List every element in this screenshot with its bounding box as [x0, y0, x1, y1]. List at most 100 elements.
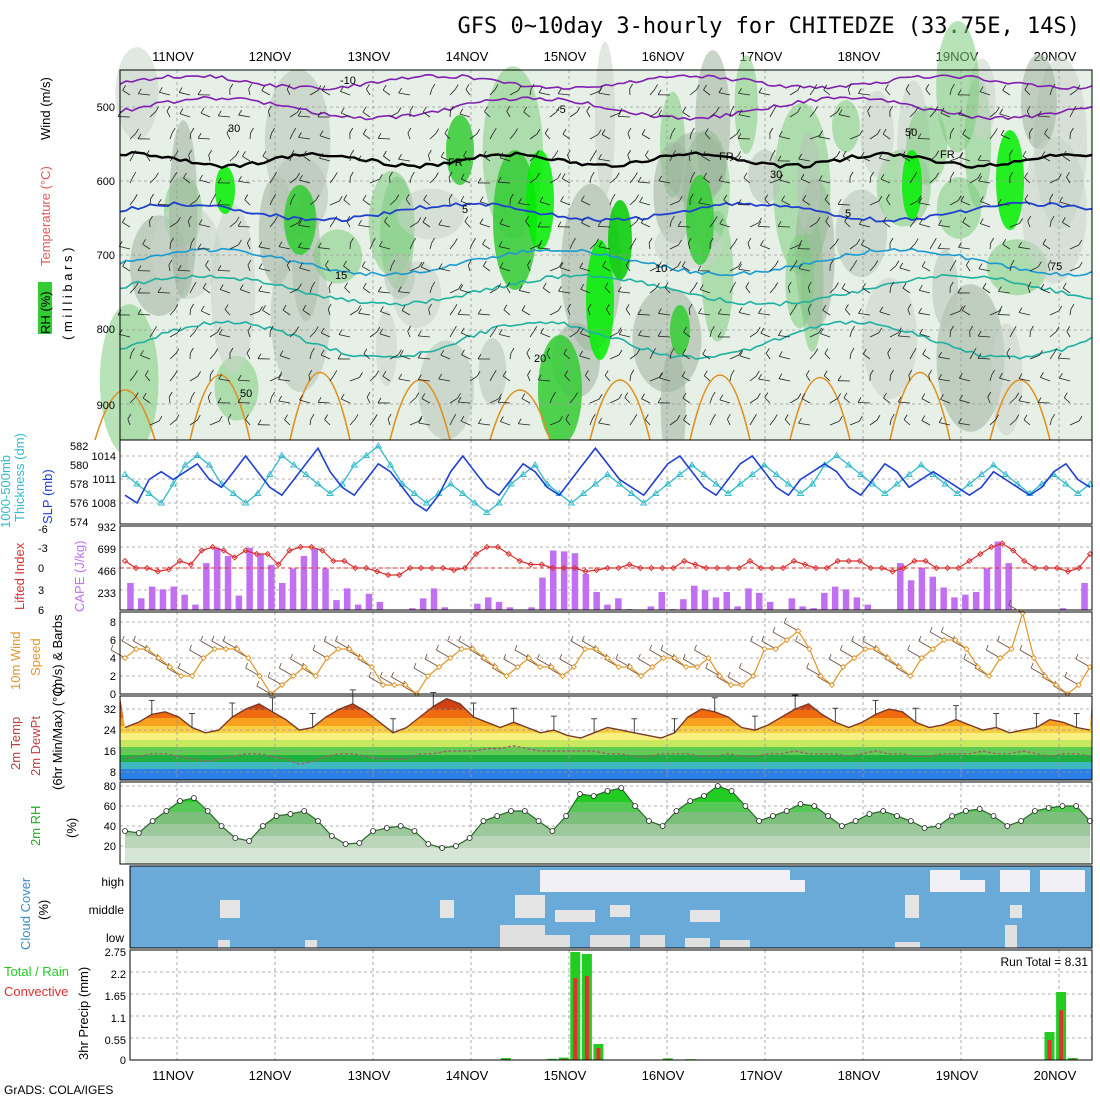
wind-barb-flag	[637, 176, 642, 183]
wind-barb	[969, 178, 979, 184]
lifted-index-point	[461, 564, 469, 572]
wind-barb-flag	[1044, 128, 1048, 134]
temp-band	[120, 769, 1092, 780]
wind10-markers	[121, 609, 1094, 698]
wind-barb	[989, 111, 997, 118]
wind-barb	[918, 202, 931, 206]
wind-barb	[142, 397, 151, 404]
wind-barb-flag	[438, 219, 443, 226]
wind-barb	[1064, 397, 1071, 404]
wind10-point	[323, 654, 331, 662]
wind-barb	[389, 264, 393, 272]
wind-barb	[738, 268, 751, 272]
wind-barb-flag	[134, 392, 139, 398]
wind-barb-flag	[1018, 241, 1022, 248]
wind-barb	[829, 287, 836, 294]
thickness-point	[796, 489, 805, 496]
wind10-point	[615, 663, 622, 671]
wind-barb-flag	[695, 84, 700, 91]
wind-barb-flag	[1058, 173, 1062, 179]
wind10-barb-flag	[806, 662, 810, 669]
wind10-tick: 6	[110, 635, 116, 647]
wind-barb	[989, 310, 1000, 316]
wind-barb	[349, 419, 356, 426]
wind-barb-flag	[1024, 84, 1029, 90]
lifted-index-point	[900, 564, 907, 572]
wind-barb	[459, 113, 471, 118]
wind-barb-flag	[656, 282, 660, 289]
wind-barb-flag	[957, 287, 962, 294]
wind-barb-flag	[629, 83, 633, 90]
wind-barb-flag	[605, 304, 610, 310]
cape-bar	[571, 553, 579, 610]
wind-barb-flag	[168, 391, 173, 398]
wind-barb	[559, 267, 571, 272]
wind-barb-flag	[340, 393, 345, 400]
wind-barb-flag	[850, 347, 855, 354]
cape-bar	[658, 592, 665, 610]
wind10-barb	[582, 640, 597, 650]
wind-barb-flag	[258, 263, 263, 269]
wind-barb	[861, 244, 871, 250]
wind-barb	[438, 378, 451, 382]
wind10-barb	[514, 649, 530, 659]
wind-barb	[769, 265, 776, 272]
wind-barb-flag	[122, 261, 126, 267]
rh-shade	[862, 277, 917, 400]
wind-barb-flag	[188, 149, 192, 156]
wind-barb-flag	[248, 83, 253, 90]
wind-barb	[566, 154, 571, 162]
wind-barb	[1062, 222, 1071, 228]
lifted-index-point	[779, 564, 787, 572]
temp-band	[120, 726, 1092, 733]
wind-barb	[562, 133, 571, 140]
wind-barb	[224, 309, 231, 316]
wind-barb	[209, 198, 214, 206]
wind-barb	[905, 89, 911, 96]
thickness-point	[229, 489, 238, 496]
wind-barb-flag	[196, 415, 201, 421]
wind-barb	[319, 135, 331, 140]
wind10-point	[144, 645, 151, 653]
wind-barb	[688, 154, 691, 162]
li-tick: 3	[38, 585, 44, 597]
cape-bar	[593, 592, 600, 610]
thickness-point	[1001, 470, 1010, 477]
wind-barb	[189, 199, 198, 206]
wind-barb-flag	[755, 370, 760, 377]
wind-barb-flag	[298, 242, 302, 248]
wind-barb-flag	[177, 217, 181, 223]
wind-barb	[758, 312, 771, 316]
wind-barb	[585, 375, 591, 382]
wind-barb	[678, 225, 691, 228]
wind-barb	[769, 154, 773, 162]
wind10-frame	[119, 611, 1093, 695]
lifted-index-point	[132, 564, 140, 572]
wind-barb	[867, 110, 871, 118]
wind10-barb	[211, 640, 227, 650]
wind-barb	[298, 136, 311, 140]
wind-barb	[664, 287, 671, 294]
wind-barb-flag	[373, 414, 378, 420]
wind-barb	[526, 353, 531, 360]
wind-barb-flag	[452, 413, 457, 420]
wind-barb-flag	[208, 149, 213, 156]
wind-barb-flag	[457, 309, 462, 315]
date-label: 13NOV	[348, 49, 391, 64]
thickness-point	[278, 451, 286, 458]
wind-barb-flag	[867, 105, 871, 112]
wind-barb	[627, 132, 631, 140]
wind-barb-flag	[499, 218, 504, 224]
wind10-point	[189, 672, 196, 680]
wind-barb-flag	[183, 172, 187, 179]
wind-barb	[658, 313, 671, 316]
wind-barb-flag	[191, 391, 195, 398]
temperature-color-bands	[120, 696, 1092, 780]
cloud-high-block	[620, 870, 680, 892]
wind-barb-flag	[659, 372, 663, 378]
wind10-point	[480, 654, 488, 662]
wind-barb-flag	[977, 353, 982, 359]
wind-barb	[629, 353, 638, 360]
cape-bar	[810, 608, 817, 610]
wind-barb-flag	[798, 418, 802, 424]
